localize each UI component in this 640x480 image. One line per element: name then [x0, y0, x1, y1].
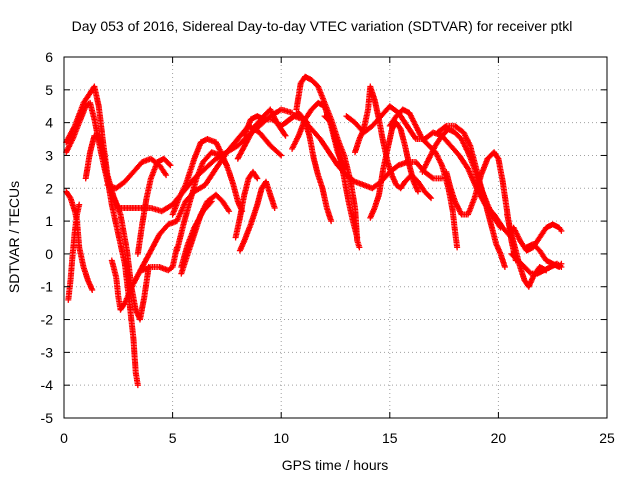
data-point-markers — [321, 113, 361, 241]
x-tick-label: 20 — [491, 430, 507, 446]
x-axis-label: GPS time / hours — [282, 457, 389, 473]
y-axis-label: SDTVAR / TECUs — [6, 181, 22, 293]
y-tick-label: 5 — [45, 82, 53, 98]
data-point-markers — [173, 149, 230, 254]
x-tick-label: 15 — [382, 430, 398, 446]
ticks-layer — [63, 56, 608, 419]
data-point-markers — [232, 168, 261, 241]
data-point-markers — [108, 122, 285, 313]
x-tick-label: 0 — [60, 430, 68, 446]
x-tick-label: 25 — [599, 430, 615, 446]
data-point-markers — [302, 119, 335, 225]
series-arc-8 — [134, 155, 174, 257]
data-point-markers — [178, 198, 215, 270]
series-arc-25 — [367, 119, 422, 221]
y-tick-label: -1 — [41, 279, 54, 295]
data-point-markers — [134, 155, 174, 257]
chart-title: Day 053 of 2016, Sidereal Day-to-day VTE… — [72, 18, 573, 34]
y-tick-labels: -5 -4 -3 -2 -1 0 1 2 3 4 5 6 — [41, 49, 54, 426]
y-tick-label: 6 — [45, 49, 53, 65]
series-arc-28 — [434, 122, 508, 271]
y-tick-label: 0 — [45, 246, 53, 262]
y-tick-label: 3 — [45, 147, 53, 163]
series-arc-4 — [65, 201, 83, 303]
data-point-markers — [523, 241, 565, 270]
series-arc-6 — [108, 122, 285, 313]
series-arc-14 — [236, 178, 278, 254]
y-tick-label: -2 — [41, 312, 54, 328]
y-tick-label: 1 — [45, 213, 53, 229]
data-point-markers — [367, 119, 422, 221]
series-arc-24 — [352, 83, 435, 202]
series-arc-21 — [302, 119, 335, 225]
y-tick-label: -5 — [41, 410, 54, 426]
series-arc-22 — [321, 113, 361, 241]
y-tick-label: 4 — [45, 115, 53, 131]
series-arc-17 — [232, 168, 261, 241]
x-tick-label: 10 — [273, 430, 289, 446]
x-tick-labels: 0 5 10 15 20 25 — [60, 430, 615, 446]
points-layer — [63, 73, 565, 389]
series-arc-11 — [173, 149, 230, 254]
x-tick-label: 5 — [169, 430, 177, 446]
y-tick-label: 2 — [45, 180, 53, 196]
series-arc-33 — [523, 241, 565, 270]
plot-frame — [63, 56, 608, 419]
data-point-markers — [236, 178, 278, 254]
data-point-markers — [510, 221, 565, 254]
series-arc-9 — [139, 244, 180, 274]
series-arc-31 — [510, 221, 565, 254]
y-tick-label: -3 — [41, 344, 54, 360]
y-tick-label: -4 — [41, 377, 54, 393]
grid-layer — [64, 57, 607, 418]
data-point-markers — [352, 83, 435, 202]
series-arc-13 — [178, 198, 215, 270]
data-point-markers — [139, 244, 180, 274]
data-point-markers — [434, 122, 508, 271]
data-point-markers — [65, 201, 83, 303]
